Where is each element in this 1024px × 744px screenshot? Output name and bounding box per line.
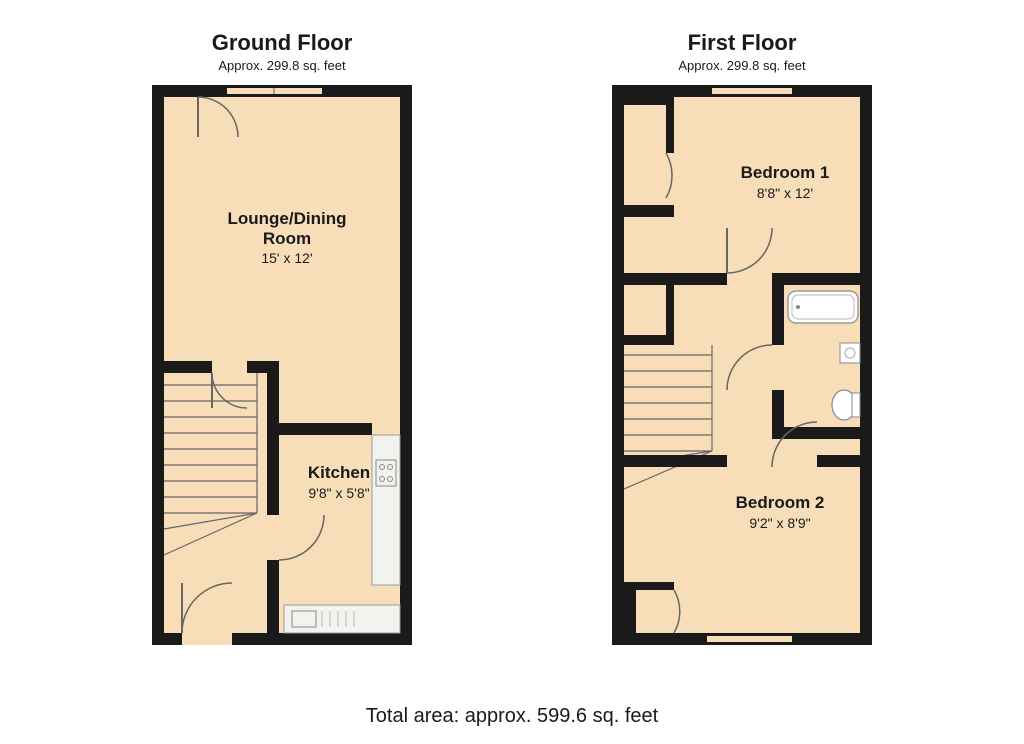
plan-ground: Lounge/Dining Room 15' x 12' Kitchen 9'8… — [152, 85, 412, 650]
room-dim-bed1: 8'8" x 12' — [720, 185, 850, 201]
room-name-bed1: Bedroom 1 — [720, 163, 850, 183]
room-dim-kitchen: 9'8" x 5'8" — [284, 485, 394, 501]
room-dim-lounge: 15' x 12' — [212, 250, 362, 266]
room-label-bed2: Bedroom 2 9'2" x 8'9" — [710, 493, 850, 531]
floor-subtitle-ground: Approx. 299.8 sq. feet — [218, 58, 345, 73]
plan-first: Bedroom 1 8'8" x 12' Bedroom 2 9'2" x 8'… — [612, 85, 872, 650]
floor-first: First Floor Approx. 299.8 sq. feet — [612, 30, 872, 650]
floor-ground: Ground Floor Approx. 299.8 sq. feet — [152, 30, 412, 650]
room-name-bed2: Bedroom 2 — [710, 493, 850, 513]
room-label-lounge: Lounge/Dining Room 15' x 12' — [212, 209, 362, 266]
floor-title-ground: Ground Floor — [212, 30, 353, 56]
room-dim-bed2: 9'2" x 8'9" — [710, 515, 850, 531]
room-name-lounge: Lounge/Dining Room — [212, 209, 362, 248]
floor-subtitle-first: Approx. 299.8 sq. feet — [678, 58, 805, 73]
total-area: Total area: approx. 599.6 sq. feet — [0, 705, 1024, 728]
plan-svg-ground — [152, 85, 412, 645]
floors-row: Ground Floor Approx. 299.8 sq. feet — [0, 0, 1024, 650]
room-label-bed1: Bedroom 1 8'8" x 12' — [720, 163, 850, 201]
floor-title-first: First Floor — [688, 30, 797, 56]
room-name-kitchen: Kitchen — [284, 463, 394, 483]
room-label-kitchen: Kitchen 9'8" x 5'8" — [284, 463, 394, 501]
